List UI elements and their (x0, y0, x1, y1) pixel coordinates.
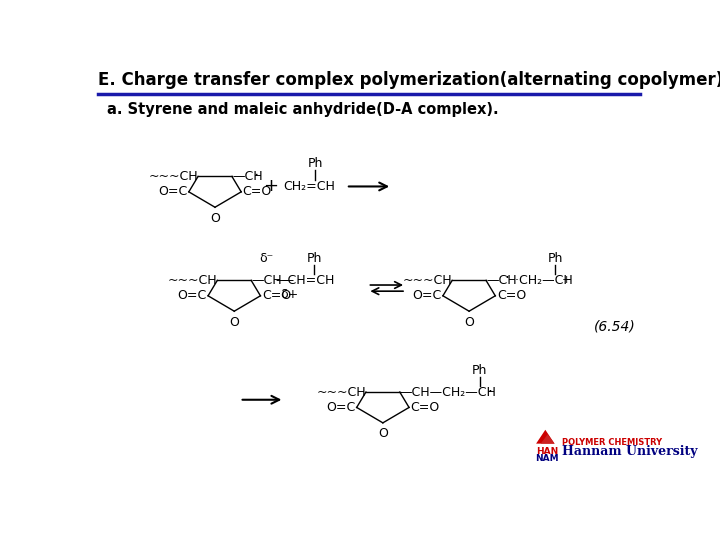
Text: POLYMER CHEMISTRY: POLYMER CHEMISTRY (562, 437, 662, 447)
Text: ·: · (253, 167, 258, 185)
Text: C=O: C=O (243, 185, 272, 198)
Text: —CH: —CH (486, 274, 517, 287)
Text: Hannam University: Hannam University (562, 445, 698, 458)
Text: —CH—: —CH— (251, 274, 294, 287)
Text: O=C: O=C (326, 401, 355, 414)
Text: HAN: HAN (536, 447, 558, 456)
Text: O: O (464, 316, 474, 329)
Text: Ph: Ph (548, 252, 563, 265)
Text: ·CH₂—CH: ·CH₂—CH (510, 274, 572, 287)
Text: O=C: O=C (177, 289, 207, 302)
Text: Ph: Ph (307, 157, 323, 170)
Text: —CH—CH₂—CH: —CH—CH₂—CH (400, 386, 497, 399)
Text: NAM: NAM (535, 455, 559, 463)
Text: ~~~CH: ~~~CH (402, 274, 452, 287)
Text: O=C: O=C (158, 185, 187, 198)
Text: δ⁻: δ⁻ (259, 252, 274, 265)
Text: ·: · (505, 272, 509, 286)
Text: Ph: Ph (472, 364, 487, 377)
Text: O: O (210, 212, 220, 225)
Text: a. Styrene and maleic anhydride(D-A complex).: a. Styrene and maleic anhydride(D-A comp… (107, 102, 499, 117)
Text: Ph: Ph (307, 252, 322, 265)
Text: E. Charge transfer complex polymerization(alternating copolymer).: E. Charge transfer complex polymerizatio… (98, 71, 720, 89)
Text: C=O: C=O (497, 289, 526, 302)
Polygon shape (536, 430, 554, 444)
Text: ~~~CH: ~~~CH (148, 170, 198, 183)
Text: CH₂=CH: CH₂=CH (283, 180, 335, 193)
Text: O: O (229, 316, 239, 329)
Text: ~~~CH: ~~~CH (168, 274, 217, 287)
Text: +: + (562, 275, 571, 286)
Text: —CH: —CH (232, 170, 263, 183)
Text: +: + (263, 178, 278, 195)
Text: O: O (378, 428, 388, 441)
Text: O=C: O=C (412, 289, 441, 302)
Text: C=O: C=O (410, 401, 440, 414)
Text: —CH=CH: —CH=CH (276, 274, 336, 287)
Polygon shape (541, 434, 554, 444)
Text: ·: · (487, 384, 492, 400)
Text: ~~~CH: ~~~CH (316, 386, 366, 399)
Text: (6.54): (6.54) (594, 320, 636, 334)
Text: C=O: C=O (262, 289, 291, 302)
Text: δ+: δ+ (281, 288, 299, 301)
